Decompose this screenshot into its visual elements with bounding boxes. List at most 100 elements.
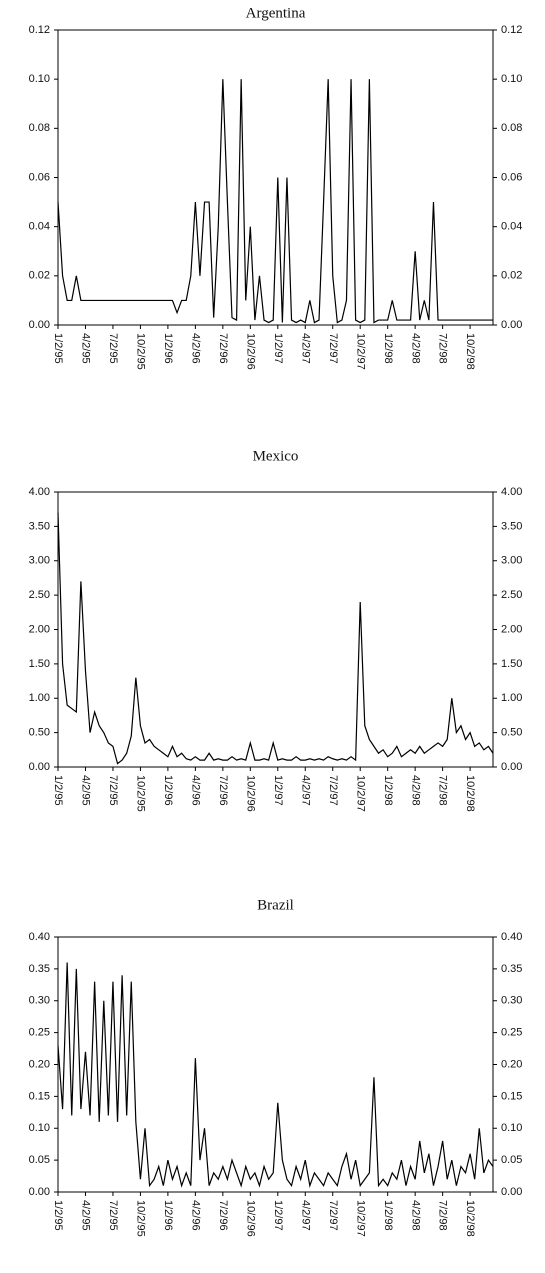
y2-tick-label: 0.30: [501, 995, 522, 1007]
y2-tick-label: 0.06: [501, 171, 522, 183]
x-tick-label: 1/2/95: [52, 1200, 64, 1231]
y2-tick-label: 0.35: [501, 963, 522, 975]
x-tick-label: 4/2/98: [409, 333, 421, 364]
x-tick-label: 4/2/97: [299, 775, 311, 806]
plot-frame: [57, 29, 494, 326]
y-tick-label: 0.00: [29, 319, 50, 331]
y2-tick-label: 1.50: [501, 658, 522, 670]
x-tick-label: 7/2/95: [107, 775, 119, 806]
y2-tick-label: 1.00: [501, 692, 522, 704]
y-tick-label: 0.00: [29, 761, 50, 773]
y-tick-label: 0.25: [29, 1027, 50, 1039]
y2-tick-label: 0.12: [501, 24, 522, 36]
y2-tick-label: 0.02: [501, 270, 522, 282]
x-tick-label: 1/2/98: [382, 1200, 394, 1231]
x-tick-label: 1/2/95: [52, 333, 64, 364]
x-tick-label: 10/2/95: [135, 333, 147, 370]
x-tick-label: 10/2/98: [464, 1200, 476, 1237]
x-tick-label: 10/2/95: [135, 1200, 147, 1237]
x-tick-label: 7/2/96: [217, 333, 229, 364]
x-tick-label: 10/2/95: [135, 775, 147, 812]
x-tick-label: 1/2/96: [162, 1200, 174, 1231]
y2-tick-label: 0.05: [501, 1154, 522, 1166]
x-tick-label: 1/2/97: [272, 1200, 284, 1231]
y2-tick-label: 0.40: [501, 931, 522, 943]
y2-tick-label: 2.00: [501, 623, 522, 635]
x-tick-label: 4/2/97: [299, 1200, 311, 1231]
plot-frame: [57, 491, 494, 768]
y2-tick-label: 0.00: [501, 1186, 522, 1198]
x-tick-label: 7/2/96: [217, 775, 229, 806]
chart-title: Brazil: [257, 897, 294, 913]
x-tick-label: 10/2/97: [354, 333, 366, 370]
series-line: [57, 79, 493, 324]
chart-title: Mexico: [253, 448, 299, 464]
x-tick-label: 4/2/95: [80, 333, 92, 364]
y-tick-label: 1.50: [29, 658, 50, 670]
y-tick-label: 0.08: [29, 122, 50, 134]
y2-tick-label: 0.08: [501, 122, 522, 134]
y2-tick-label: 0.10: [501, 73, 522, 85]
x-tick-label: 10/2/97: [354, 775, 366, 812]
y2-tick-label: 0.00: [501, 319, 522, 331]
x-tick-label: 7/2/96: [217, 1200, 229, 1231]
series-line: [57, 512, 494, 765]
x-tick-label: 1/2/96: [162, 775, 174, 806]
x-tick-label: 7/2/97: [327, 1200, 339, 1231]
y2-tick-label: 4.00: [501, 486, 522, 498]
y-tick-label: 3.50: [29, 520, 50, 532]
x-tick-label: 1/2/96: [162, 333, 174, 364]
x-tick-label: 7/2/98: [437, 1200, 449, 1231]
x-tick-label: 7/2/95: [107, 1200, 119, 1231]
x-tick-label: 7/2/98: [437, 333, 449, 364]
y2-tick-label: 0.20: [501, 1058, 522, 1070]
y-tick-label: 4.00: [29, 486, 50, 498]
x-tick-label: 7/2/97: [327, 333, 339, 364]
y-tick-label: 1.00: [29, 692, 50, 704]
y-tick-label: 0.20: [29, 1058, 50, 1070]
y2-tick-label: 0.04: [501, 221, 522, 233]
y-tick-label: 2.50: [29, 589, 50, 601]
y-tick-label: 0.50: [29, 727, 50, 739]
y-tick-label: 0.30: [29, 995, 50, 1007]
x-tick-label: 10/2/97: [354, 1200, 366, 1237]
y2-tick-label: 3.50: [501, 520, 522, 532]
y-tick-label: 0.35: [29, 963, 50, 975]
x-tick-label: 10/2/96: [244, 333, 256, 370]
x-tick-label: 4/2/98: [409, 775, 421, 806]
x-tick-label: 10/2/96: [244, 1200, 256, 1237]
x-tick-label: 1/2/97: [272, 333, 284, 364]
x-tick-label: 7/2/95: [107, 333, 119, 364]
x-tick-label: 10/2/96: [244, 775, 256, 812]
x-tick-label: 4/2/95: [80, 775, 92, 806]
y-tick-label: 0.40: [29, 931, 50, 943]
y-tick-label: 0.10: [29, 73, 50, 85]
x-tick-label: 4/2/98: [409, 1200, 421, 1231]
series-line: [57, 962, 494, 1188]
y-tick-label: 0.02: [29, 270, 50, 282]
y-tick-label: 2.00: [29, 623, 50, 635]
y-tick-label: 0.00: [29, 1186, 50, 1198]
x-tick-label: 4/2/96: [189, 775, 201, 806]
y2-tick-label: 0.25: [501, 1027, 522, 1039]
x-tick-label: 4/2/95: [80, 1200, 92, 1231]
y-tick-label: 0.15: [29, 1090, 50, 1102]
y-tick-label: 0.05: [29, 1154, 50, 1166]
x-tick-label: 4/2/97: [299, 333, 311, 364]
plot-frame: [57, 936, 494, 1193]
y2-tick-label: 0.10: [501, 1122, 522, 1134]
x-tick-label: 10/2/98: [464, 333, 476, 370]
x-tick-label: 10/2/98: [464, 775, 476, 812]
x-tick-label: 7/2/98: [437, 775, 449, 806]
y2-tick-label: 3.00: [501, 555, 522, 567]
y2-tick-label: 0.50: [501, 727, 522, 739]
x-tick-label: 7/2/97: [327, 775, 339, 806]
chart-title: Argentina: [246, 5, 306, 21]
x-tick-label: 1/2/97: [272, 775, 284, 806]
x-tick-label: 4/2/96: [189, 1200, 201, 1231]
x-tick-label: 4/2/96: [189, 333, 201, 364]
y-tick-label: 0.06: [29, 171, 50, 183]
y-tick-label: 3.00: [29, 555, 50, 567]
y-tick-label: 0.04: [29, 221, 50, 233]
